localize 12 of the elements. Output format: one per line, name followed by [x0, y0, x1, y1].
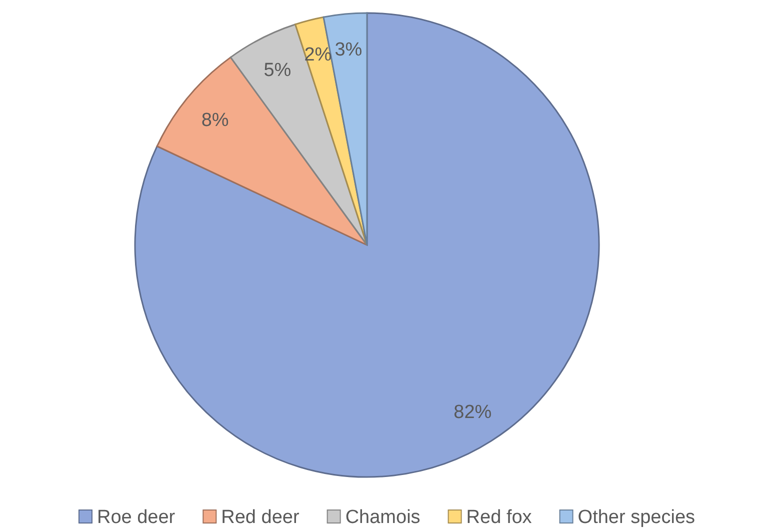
data-label: 5% [264, 60, 292, 81]
legend-label: Roe deer [96, 507, 176, 528]
data-label: 8% [201, 110, 229, 131]
data-label: 82% [454, 402, 492, 424]
data-label: 2% [304, 44, 332, 66]
data-label: 3% [334, 39, 362, 60]
legend-label: Red deer [221, 507, 300, 528]
legend-label: Other species [578, 507, 696, 528]
pie-slice [134, 12, 600, 478]
legend-label: Red fox [466, 507, 532, 528]
legend-label: Chamois [345, 507, 420, 528]
pie-slice [230, 24, 368, 246]
